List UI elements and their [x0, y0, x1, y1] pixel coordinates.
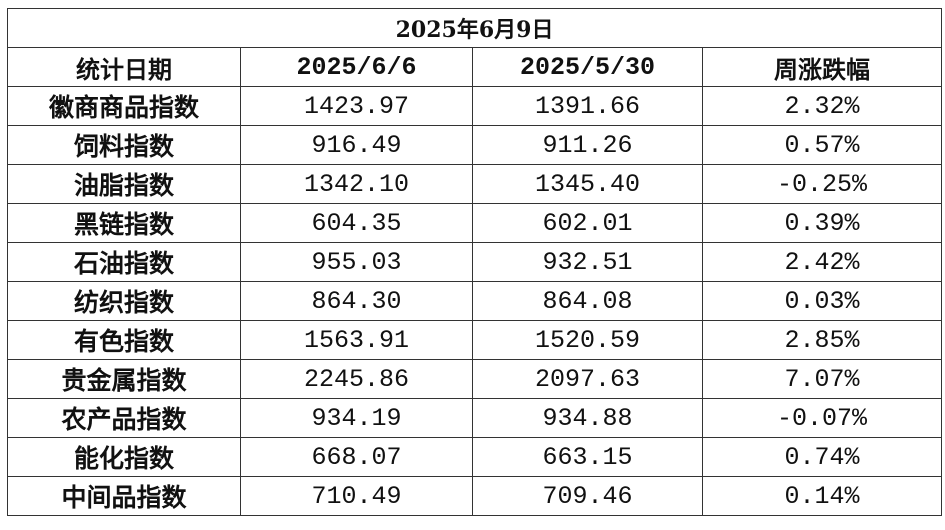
table-title: 2025年6月9日 [6, 8, 943, 48]
table-row: 农产品指数 934.19 934.88 -0.07% [7, 398, 943, 438]
index-name: 饲料指数 [7, 125, 241, 165]
current-value: 1563.91 [240, 320, 473, 360]
table-row: 徽商商品指数 1423.97 1391.66 2.32% [7, 86, 943, 126]
index-name: 黑链指数 [7, 203, 241, 243]
index-name: 纺织指数 [7, 281, 241, 321]
table-row: 饲料指数 916.49 911.26 0.57% [7, 125, 943, 165]
table-row: 贵金属指数 2245.86 2097.63 7.07% [7, 359, 943, 399]
previous-value: 663.15 [472, 437, 703, 477]
previous-value: 2097.63 [472, 359, 703, 399]
table-row: 有色指数 1563.91 1520.59 2.85% [7, 320, 943, 360]
previous-value: 1345.40 [472, 164, 703, 204]
current-value: 2245.86 [240, 359, 473, 399]
index-table: 2025年6月9日 统计日期 2025/6/6 2025/5/30 周涨跌幅 徽… [6, 8, 943, 516]
weekly-change: -0.25% [701, 164, 943, 204]
header-weekly-change: 周涨跌幅 [701, 47, 943, 87]
previous-value: 932.51 [472, 242, 703, 282]
current-value: 604.35 [240, 203, 473, 243]
index-name: 油脂指数 [7, 164, 241, 204]
header-previous-date: 2025/5/30 [472, 47, 703, 87]
current-value: 710.49 [240, 476, 473, 516]
index-name: 石油指数 [7, 242, 241, 282]
previous-value: 1391.66 [472, 86, 703, 126]
current-value: 916.49 [240, 125, 473, 165]
previous-value: 934.88 [472, 398, 703, 438]
index-name: 贵金属指数 [7, 359, 241, 399]
header-current-date: 2025/6/6 [240, 47, 473, 87]
table-row: 黑链指数 604.35 602.01 0.39% [7, 203, 943, 243]
table-row: 能化指数 668.07 663.15 0.74% [7, 437, 943, 477]
weekly-change: -0.07% [701, 398, 943, 438]
weekly-change: 2.32% [701, 86, 943, 126]
previous-value: 864.08 [472, 281, 703, 321]
current-value: 1423.97 [240, 86, 473, 126]
weekly-change: 0.74% [701, 437, 943, 477]
current-value: 934.19 [240, 398, 473, 438]
table-row: 纺织指数 864.30 864.08 0.03% [7, 281, 943, 321]
previous-value: 1520.59 [472, 320, 703, 360]
weekly-change: 0.57% [701, 125, 943, 165]
weekly-change: 0.03% [701, 281, 943, 321]
index-name: 中间品指数 [7, 476, 241, 516]
title-row: 2025年6月9日 [6, 8, 943, 48]
table-row: 石油指数 955.03 932.51 2.42% [7, 242, 943, 282]
previous-value: 602.01 [472, 203, 703, 243]
current-value: 864.30 [240, 281, 473, 321]
previous-value: 709.46 [472, 476, 703, 516]
header-row: 统计日期 2025/6/6 2025/5/30 周涨跌幅 [7, 47, 943, 87]
weekly-change: 0.39% [701, 203, 943, 243]
previous-value: 911.26 [472, 125, 703, 165]
index-name: 有色指数 [7, 320, 241, 360]
header-date-label: 统计日期 [7, 47, 241, 87]
table-row: 油脂指数 1342.10 1345.40 -0.25% [7, 164, 943, 204]
table-row: 中间品指数 710.49 709.46 0.14% [7, 476, 943, 516]
weekly-change: 2.42% [701, 242, 943, 282]
weekly-change: 0.14% [701, 476, 943, 516]
index-name: 徽商商品指数 [7, 86, 241, 126]
current-value: 668.07 [240, 437, 473, 477]
index-name: 农产品指数 [7, 398, 241, 438]
current-value: 1342.10 [240, 164, 473, 204]
weekly-change: 7.07% [701, 359, 943, 399]
index-name: 能化指数 [7, 437, 241, 477]
weekly-change: 2.85% [701, 320, 943, 360]
current-value: 955.03 [240, 242, 473, 282]
